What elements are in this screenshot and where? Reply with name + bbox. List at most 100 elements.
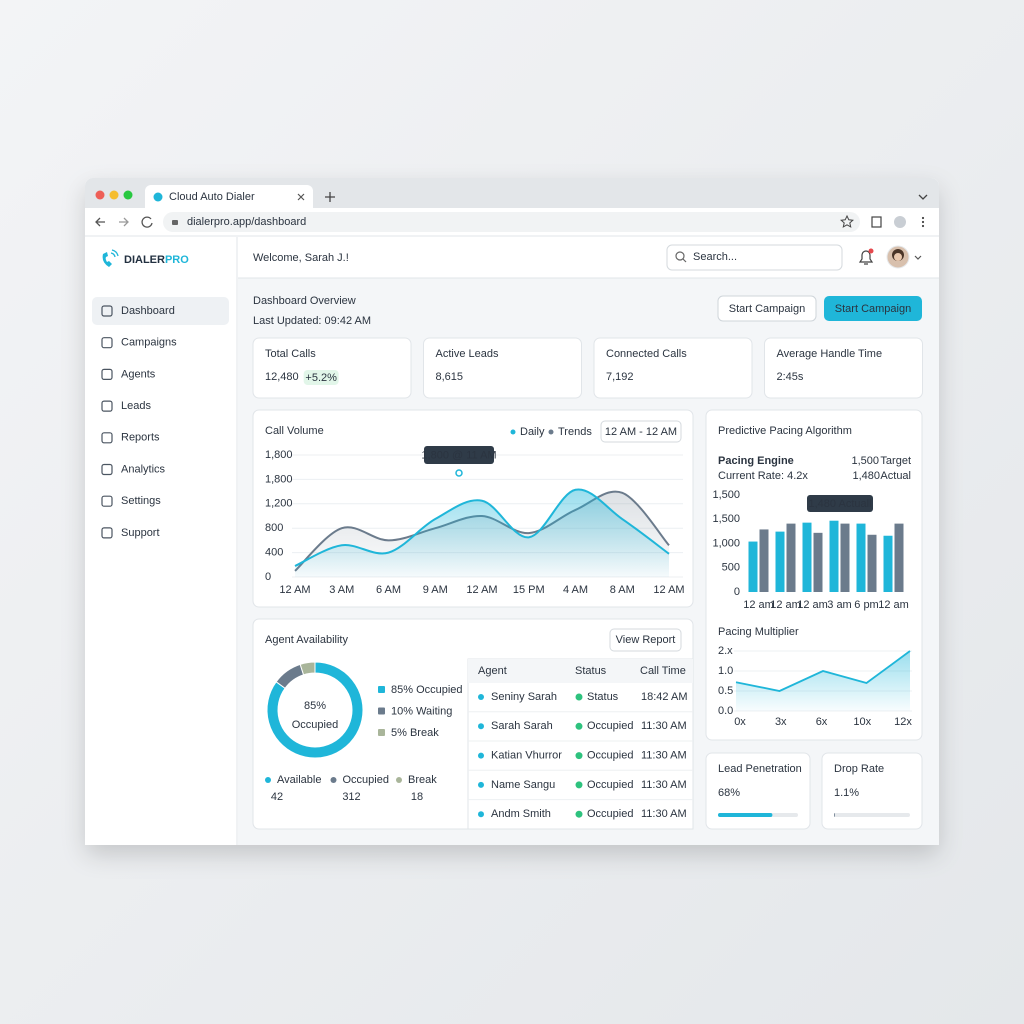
back-button[interactable] [95, 217, 105, 227]
url-field[interactable] [163, 212, 860, 232]
agent-dot [478, 811, 484, 818]
card [593, 337, 753, 399]
progress-fill [718, 813, 773, 817]
tooltip-point [455, 469, 463, 477]
y-axis-label: 1,200 [265, 498, 293, 510]
bar [883, 535, 893, 592]
table-cell: 11:30 AM [641, 720, 687, 732]
tab-menu[interactable] [918, 194, 928, 200]
legend-label: Daily [520, 426, 545, 438]
legend-label: Trends [558, 426, 592, 438]
y-axis-label: 400 [265, 547, 283, 559]
sidebar [85, 237, 237, 845]
x-axis-label: 12 AM [279, 584, 310, 596]
table-cell: Occupied [587, 779, 633, 791]
pacing-rate: Current Rate: 4.2x [718, 470, 808, 482]
kpi-delta-chip [303, 370, 339, 385]
menu-dot [921, 220, 925, 224]
window-control [123, 190, 133, 200]
range-button-label: 12 AM - 12 AM [605, 426, 677, 438]
stat-value: 42 [271, 791, 283, 803]
nav-item[interactable]: Agents [121, 368, 156, 380]
bar [867, 534, 877, 592]
range-button[interactable] [600, 420, 682, 443]
x-axis-label: 12 AM [466, 584, 497, 596]
nav-item[interactable]: Campaigns [121, 337, 177, 349]
agent-dot [478, 694, 484, 700]
button-label: View Report [616, 634, 676, 646]
search-box[interactable] [666, 244, 843, 271]
y-axis-label: 1,800 [265, 473, 293, 485]
bookmark-star[interactable] [840, 214, 854, 228]
card-title: Agent Availability [265, 634, 348, 646]
button-outline[interactable] [717, 295, 817, 322]
nav-icon [101, 337, 113, 349]
logo-icon [102, 252, 112, 267]
window-control [109, 190, 119, 200]
bar [856, 523, 866, 592]
x-axis-label: 12 am [878, 599, 909, 611]
pacing-engine: Pacing Engine [718, 455, 794, 467]
status-dot [575, 810, 583, 818]
y-axis-label: 0 [734, 586, 740, 598]
y-axis-label: 1,000 [712, 537, 740, 549]
legend-label: 10% Waiting [391, 705, 452, 717]
tab-icon [153, 192, 163, 202]
nav-icon [101, 368, 113, 380]
card [423, 337, 582, 399]
stat-label: Occupied [343, 774, 389, 786]
nav-item[interactable]: Analytics [121, 463, 166, 475]
forward-button[interactable] [119, 217, 129, 227]
y-axis-label: 0.5 [718, 685, 733, 697]
metric-label: Lead Penetration [718, 763, 802, 775]
nav-item[interactable]: Leads [121, 400, 151, 412]
x-axis-label: 12 am [770, 599, 801, 611]
nav-item[interactable]: Support [121, 527, 160, 539]
button-primary[interactable] [824, 296, 922, 321]
window-control [95, 190, 105, 200]
legend-label: 85% Occupied [391, 684, 463, 696]
tab[interactable] [145, 185, 313, 208]
button-outline[interactable] [609, 628, 682, 652]
nav-icon [101, 305, 113, 317]
y-axis-label: 500 [722, 562, 740, 574]
bar [775, 531, 785, 592]
line-area [295, 489, 669, 577]
table-header-cell: Agent [478, 665, 507, 677]
nav-item[interactable]: Dashboard [121, 305, 175, 317]
section-title: Pacing Multiplier [718, 626, 799, 638]
sidebar-toggle[interactable] [871, 216, 882, 228]
bar [813, 532, 823, 592]
x-axis-label: 12x [894, 716, 912, 728]
x-axis-label: 10x [853, 716, 871, 728]
table-cell: Katian Vhurror [491, 750, 562, 762]
x-axis-label: 6x [816, 716, 828, 728]
x-axis-label: 3 am [827, 599, 851, 611]
tab-close[interactable] [297, 193, 305, 201]
avatar-menu[interactable] [914, 255, 922, 260]
tooltip-text: 1,800 @ 11 AM [421, 449, 496, 461]
table-header [468, 659, 693, 683]
y-axis-label: 1,500 [712, 513, 740, 525]
agent-dot [478, 723, 484, 730]
target-value: 1,500 [851, 455, 879, 467]
nav-icon [101, 527, 113, 539]
x-axis-label: 0x [734, 716, 746, 728]
x-axis-label: 6 AM [376, 584, 401, 596]
nav-item[interactable]: Reports [121, 432, 160, 444]
kpi-label: Active Leads [436, 348, 499, 360]
tab-title: Cloud Auto Dialer [169, 191, 255, 203]
reload-button[interactable] [141, 216, 153, 228]
kpi-label: Total Calls [265, 348, 316, 360]
new-tab[interactable] [325, 192, 335, 202]
notification-bell[interactable] [858, 250, 874, 265]
x-axis-label: 4 AM [563, 584, 588, 596]
kpi-value: 2:45s [777, 371, 804, 383]
nav-item[interactable]: Settings [121, 495, 161, 507]
table-header-cell: Call Time [640, 665, 686, 677]
legend-swatch [378, 729, 385, 736]
table-cell: 11:30 AM [641, 779, 687, 791]
lock-icon [172, 220, 178, 225]
line-series [294, 488, 670, 567]
